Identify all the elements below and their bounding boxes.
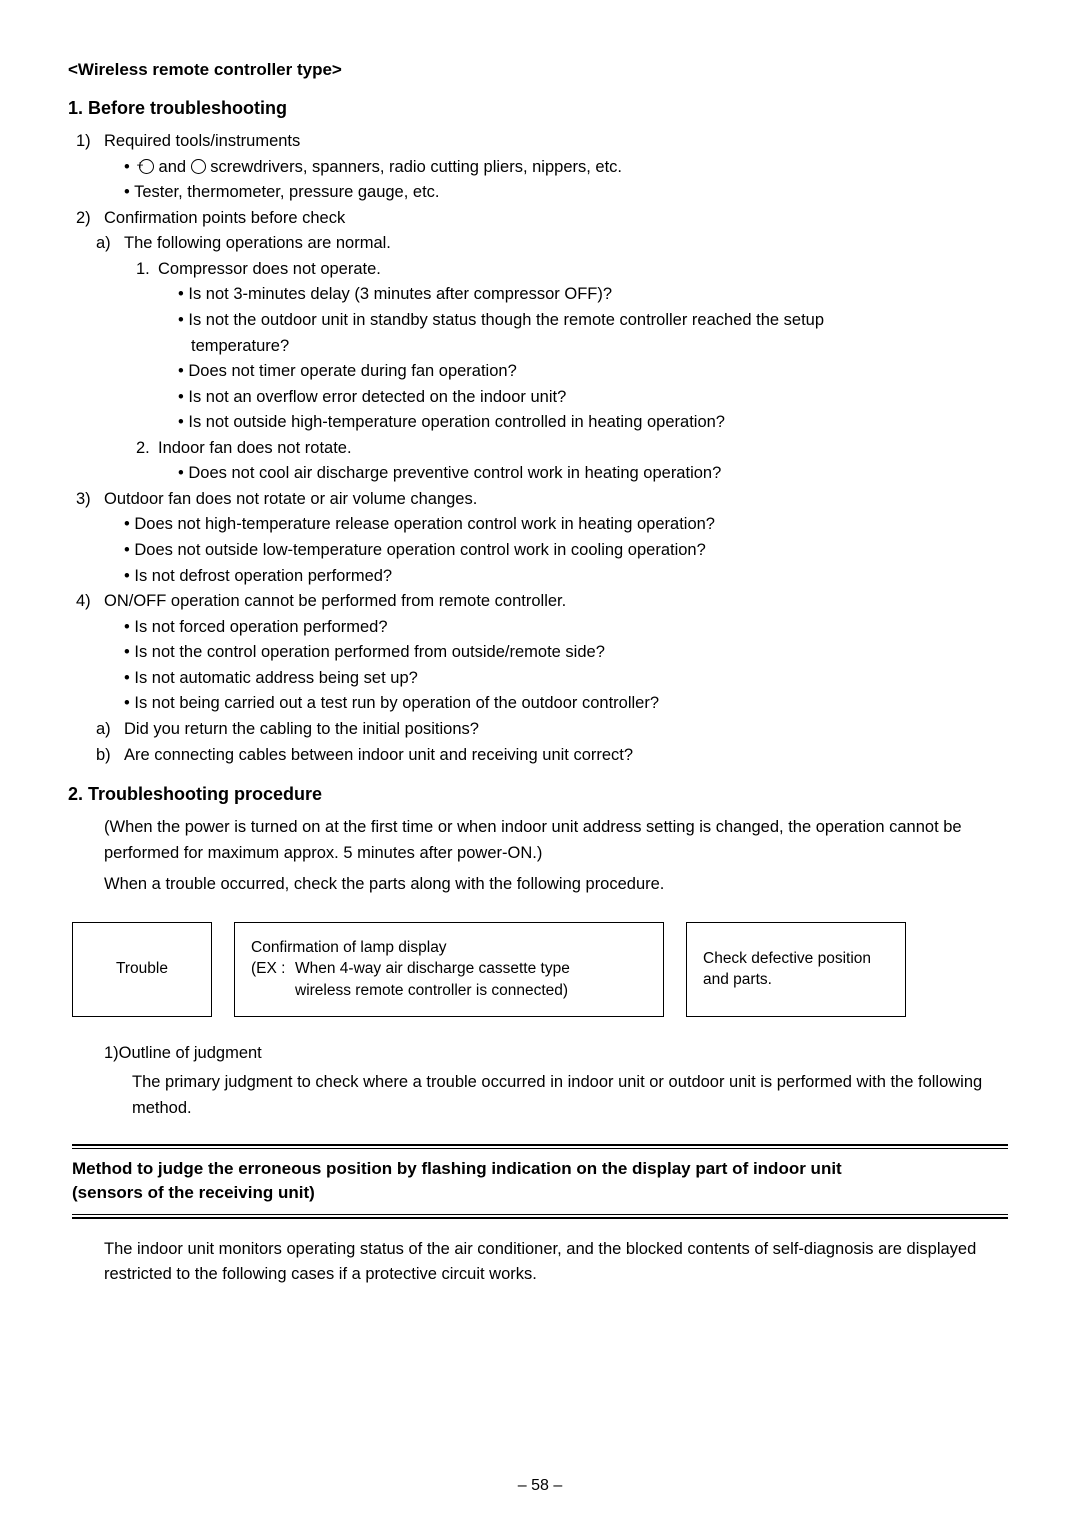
b-2a1-2b: temperature?: [178, 334, 1012, 360]
b-4-1: Is not forced operation performed?: [124, 615, 1012, 641]
method-rule-bot-thin: [72, 1214, 1008, 1215]
flow-mid-line1: Confirmation of lamp display: [251, 937, 647, 959]
method-title-l1: Method to judge the erroneous position b…: [72, 1157, 1008, 1182]
bullet-text-end: screwdrivers, spanners, radio cutting pl…: [206, 158, 622, 176]
b-3-3: Is not defrost operation performed?: [124, 564, 1012, 590]
plus-icon: [139, 159, 154, 174]
item-3-text: Outdoor fan does not rotate or air volum…: [104, 490, 477, 508]
method-title-l2: (sensors of the receiving unit): [72, 1181, 1008, 1206]
method-title: Method to judge the erroneous position b…: [68, 1149, 1012, 1214]
b-2a1-2: Is not the outdoor unit in standby statu…: [178, 308, 1012, 334]
item-4a: a)Did you return the cabling to the init…: [124, 717, 1012, 743]
s2-p2: When a trouble occurred, check the parts…: [104, 872, 1012, 898]
item-4a-text: Did you return the cabling to the initia…: [124, 720, 479, 738]
outline-title-text: Outline of judgment: [119, 1044, 262, 1062]
flow-mid-line3: wireless remote controller is connected): [295, 980, 647, 1002]
item-2a: a)The following operations are normal.: [124, 231, 1012, 257]
b-3-2: Does not outside low-temperature operati…: [124, 538, 1012, 564]
flow-mid-ex: (EX :: [251, 958, 295, 1001]
b-2a1-1: Is not 3-minutes delay (3 minutes after …: [178, 282, 1012, 308]
item-1-bullet-1: • and screwdrivers, spanners, radio cutt…: [124, 155, 1012, 181]
b-2a2-1: Does not cool air discharge preventive c…: [178, 461, 1012, 487]
section1-title: 1. Before troubleshooting: [68, 98, 1012, 119]
item-1-bullet-2: Tester, thermometer, pressure gauge, etc…: [124, 180, 1012, 206]
b-2a1-4: Is not an overflow error detected on the…: [178, 385, 1012, 411]
method-body: The indoor unit monitors operating statu…: [104, 1237, 1008, 1288]
s2-p1: (When the power is turned on at the firs…: [104, 815, 1012, 866]
item-2a2-text: Indoor fan does not rotate.: [158, 439, 352, 457]
b-4-2: Is not the control operation performed f…: [124, 640, 1012, 666]
flow-box-confirmation: Confirmation of lamp display (EX : When …: [234, 922, 664, 1017]
method-rule-bot-thick: [72, 1217, 1008, 1219]
b-4-3: Is not automatic address being set up?: [124, 666, 1012, 692]
item-2-text: Confirmation points before check: [104, 209, 345, 227]
section2-title: 2. Troubleshooting procedure: [68, 784, 1012, 805]
b-4-4: Is not being carried out a test run by o…: [124, 691, 1012, 717]
item-2a1: 1.Compressor does not operate.: [158, 257, 1012, 283]
outline-num: 1): [104, 1044, 119, 1062]
outline-item: 1)Outline of judgment: [104, 1041, 1012, 1067]
item-2: 2)Confirmation points before check: [104, 206, 1012, 232]
method-section: Method to judge the erroneous position b…: [68, 1144, 1012, 1288]
item-2a1-text: Compressor does not operate.: [158, 260, 381, 278]
b-3-1: Does not high-temperature release operat…: [124, 512, 1012, 538]
item-4-text: ON/OFF operation cannot be performed fro…: [104, 592, 566, 610]
header-title: <Wireless remote controller type>: [68, 60, 1012, 80]
bullet-text-mid: and: [154, 158, 191, 176]
flow-mid-line2: When 4-way air discharge cassette type: [295, 958, 647, 980]
item-4b: b)Are connecting cables between indoor u…: [124, 743, 1012, 769]
item-3: 3)Outdoor fan does not rotate or air vol…: [104, 487, 1012, 513]
item-2a-text: The following operations are normal.: [124, 234, 391, 252]
minus-icon: [191, 159, 206, 174]
item-2a2: 2.Indoor fan does not rotate.: [158, 436, 1012, 462]
flow-diagram: Trouble Confirmation of lamp display (EX…: [72, 922, 1008, 1017]
page-number: – 58 –: [0, 1477, 1080, 1495]
b-2a1-3: Does not timer operate during fan operat…: [178, 359, 1012, 385]
item-1-text: Required tools/instruments: [104, 132, 300, 150]
outline-para: The primary judgment to check where a tr…: [132, 1070, 1012, 1121]
flow-box-trouble: Trouble: [72, 922, 212, 1017]
method-rule-top-thick: [72, 1144, 1008, 1146]
item-1: 1)Required tools/instruments: [104, 129, 1012, 155]
flow-box-check: Check defective position and parts.: [686, 922, 906, 1017]
item-4: 4)ON/OFF operation cannot be performed f…: [104, 589, 1012, 615]
item-4b-text: Are connecting cables between indoor uni…: [124, 746, 633, 764]
b-2a1-5: Is not outside high-temperature operatio…: [178, 410, 1012, 436]
